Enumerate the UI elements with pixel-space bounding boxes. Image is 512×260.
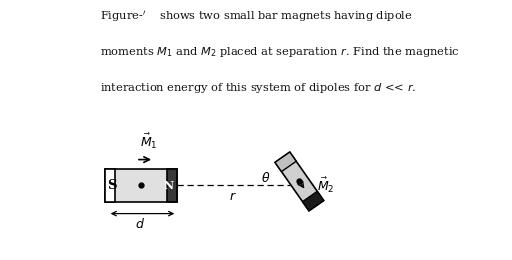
Text: Figure-$'$    shows two small bar magnets having dipole: Figure-$'$ shows two small bar magnets h… <box>100 9 413 24</box>
Text: $\theta$: $\theta$ <box>261 171 271 185</box>
Bar <box>105 168 115 202</box>
Text: $\vec{M}_1$: $\vec{M}_1$ <box>140 131 158 151</box>
Text: $\vec{M}_2$: $\vec{M}_2$ <box>316 176 334 195</box>
Polygon shape <box>303 191 324 211</box>
Polygon shape <box>275 152 296 172</box>
Text: interaction energy of this system of dipoles for $d$ << $r$.: interaction energy of this system of dip… <box>100 81 416 95</box>
Text: $r$: $r$ <box>228 190 237 203</box>
Polygon shape <box>275 152 324 211</box>
Text: $d$: $d$ <box>135 217 145 231</box>
Text: N: N <box>163 180 173 191</box>
Bar <box>105 168 177 202</box>
Bar <box>167 168 177 202</box>
Text: moments $M_1$ and $M_2$ placed at separation $r$. Find the magnetic: moments $M_1$ and $M_2$ placed at separa… <box>100 45 460 59</box>
Text: S: S <box>107 179 116 192</box>
